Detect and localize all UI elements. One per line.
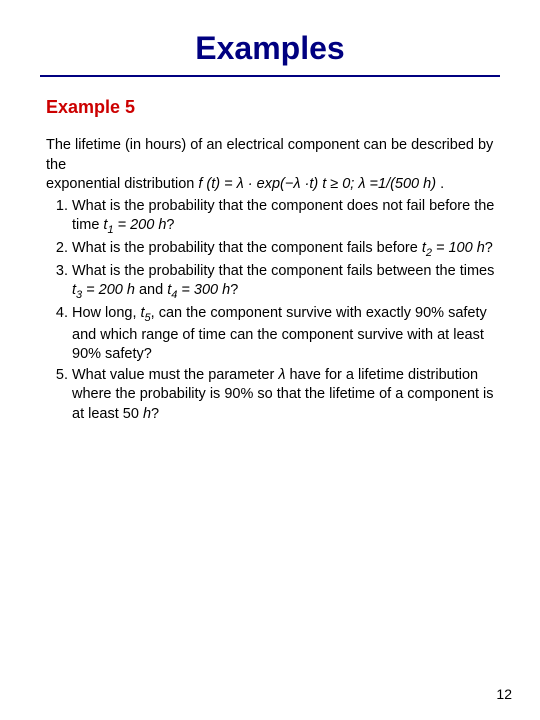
q-post: ? xyxy=(166,217,174,233)
q-mid2: = 300 h xyxy=(177,282,230,298)
q-post: ? xyxy=(485,240,493,256)
intro-paragraph: The lifetime (in hours) of an electrical… xyxy=(46,136,500,195)
q-text: How long, xyxy=(72,305,141,321)
intro-line1: The lifetime (in hours) of an electrical… xyxy=(46,137,493,173)
q-mid: = 100 h xyxy=(432,240,485,256)
list-item: How long, t5, can the component survive … xyxy=(72,304,500,365)
intro-line2-prefix: exponential distribution xyxy=(46,176,198,192)
page-title: Examples xyxy=(40,30,500,67)
list-item: What is the probability that the compone… xyxy=(72,197,500,238)
title-rule xyxy=(40,75,500,77)
list-item: What is the probability that the compone… xyxy=(72,262,500,303)
list-item: What value must the parameter λ have for… xyxy=(72,366,500,425)
q-mid: = 200 h xyxy=(114,217,167,233)
q-text: What value must the parameter xyxy=(72,367,278,383)
q-post: ? xyxy=(230,282,238,298)
intro-formula: f (t) = λ · exp(−λ ·t) t ≥ 0; λ =1/(500 … xyxy=(198,176,440,192)
example-heading: Example 5 xyxy=(46,97,500,118)
q-tailvar: h xyxy=(143,406,151,422)
q-text: What is the probability that the compone… xyxy=(72,263,494,279)
question-list: What is the probability that the compone… xyxy=(46,197,500,425)
list-item: What is the probability that the compone… xyxy=(72,239,500,261)
q-mid: = 200 h xyxy=(82,282,135,298)
intro-line2-suffix: . xyxy=(440,176,444,192)
q-text: What is the probability that the compone… xyxy=(72,240,422,256)
page-number: 12 xyxy=(496,686,512,702)
q-tailpost: ? xyxy=(151,406,159,422)
q-conj: and xyxy=(135,282,167,298)
